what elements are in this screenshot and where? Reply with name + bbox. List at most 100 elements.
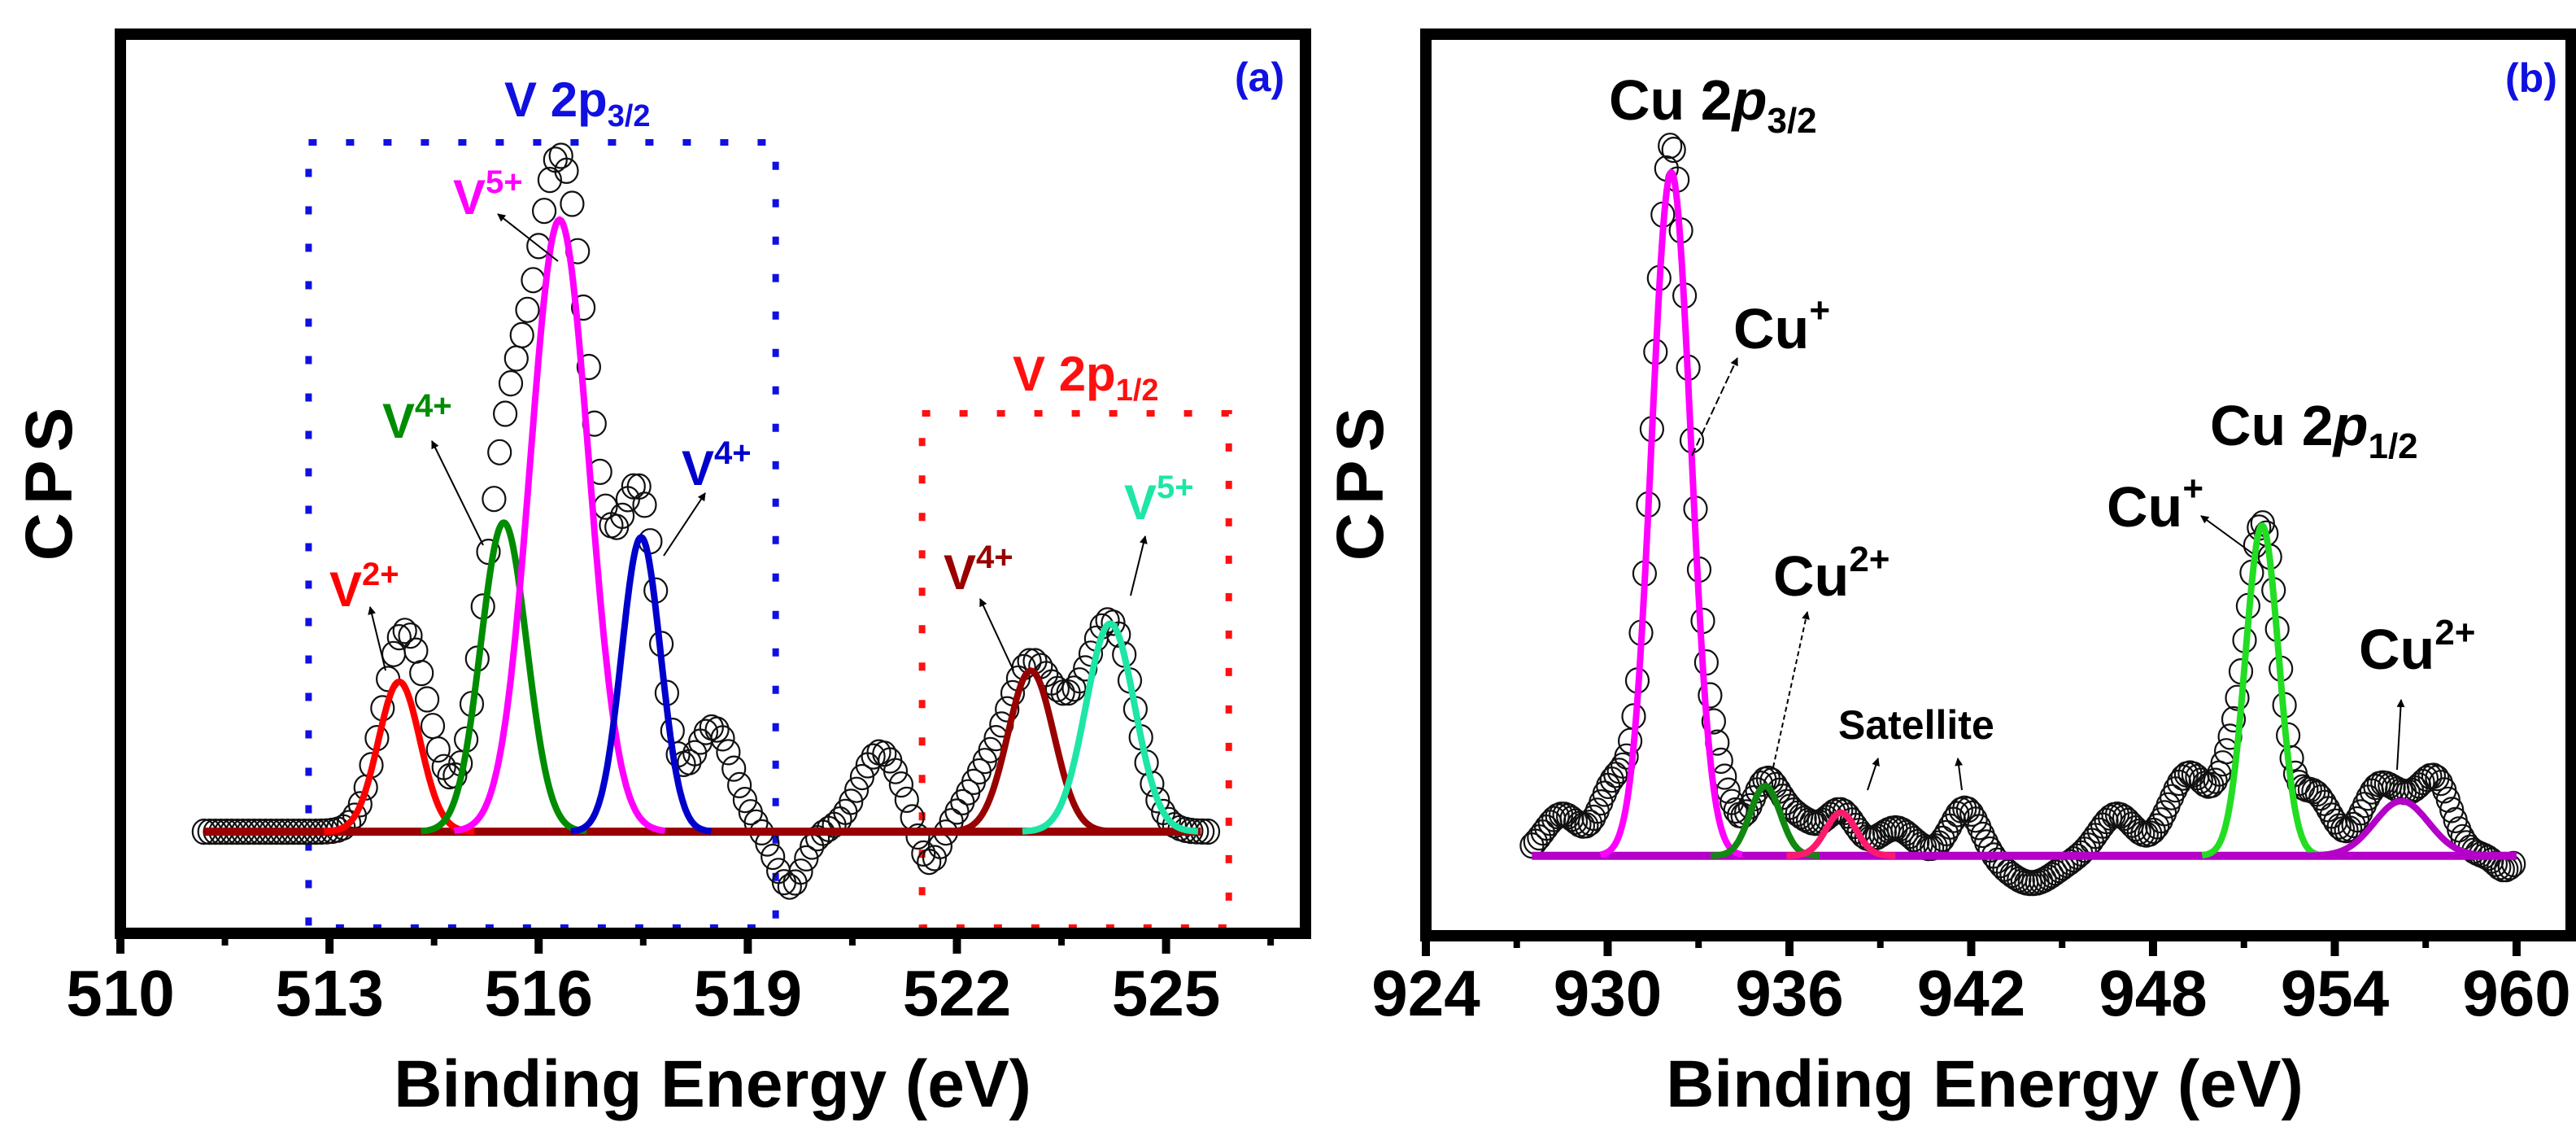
arrow-satellite-2 [1955,758,1964,791]
data-point [442,762,468,789]
arrow-cuplus-2p32 [1691,357,1738,456]
region-label-v2p32: V 2p3/2 [504,72,651,133]
data-point [710,725,735,752]
data-point [894,786,919,814]
data-point [883,758,909,784]
data-point [2221,705,2247,733]
data-point [721,755,747,782]
data-point [498,370,524,397]
data-point [1661,137,1686,164]
data-point [1581,804,1606,832]
data-point [503,345,529,372]
data-point [2203,767,2228,794]
data-point [487,439,512,465]
data-point [995,696,1020,723]
region-label-cu2p32: Cu 2p3/2 [1609,68,1817,141]
panel-b-ylabel: CPS [1323,400,1397,561]
data-point [2425,764,2450,792]
arrow-satellite-1 [1867,758,1880,791]
x-tick-label: 516 [484,957,592,1029]
data-point [2188,767,2213,794]
fit-component-cuplus-3 [2199,522,2325,859]
data-point [347,791,373,818]
data-point [626,473,652,500]
x-tick-label: 924 [1371,957,1480,1029]
label-v5plus-teal: V5+ [1124,470,1194,530]
data-point [761,843,786,871]
data-point [409,659,434,687]
data-point [576,353,602,381]
data-point [2225,684,2250,711]
region-box-v2p32 [305,139,779,931]
data-point [716,739,741,766]
x-tick-label: 513 [275,957,383,1029]
data-point [2148,807,2173,834]
x-tick-label: 948 [2099,957,2207,1029]
data-point [1970,821,1995,849]
data-point [861,743,886,770]
data-point [482,486,507,513]
data-point [560,190,585,217]
arrow-cu2plus-2p32 [1772,611,1810,768]
data-point [849,763,875,791]
data-point [1658,133,1683,159]
x-tick-label: 930 [1554,957,1662,1029]
data-point [425,736,451,763]
fit-component-cu2plus-4 [2301,797,2502,859]
data-point [794,845,819,872]
data-point [570,294,596,321]
data-point [554,157,579,184]
arrow-v4plus-blue [663,492,706,557]
data-point [1603,762,1628,788]
data-point [839,788,864,815]
arrow-cu2plus-2p12 [2396,699,2405,771]
data-point [492,400,518,427]
label-v5plus-magenta: V5+ [453,164,523,225]
panel-a-xlabel: Binding Energy (eV) [394,1047,1031,1121]
data-point [2428,770,2453,797]
arrow-v2plus [368,606,386,671]
label-cuplus-2p32: Cu+ [1733,290,1830,360]
label-cu2plus-2p12: Cu2+ [2359,613,2475,681]
data-point [726,771,752,799]
panel-a-label: (a) [1235,55,1284,100]
data-point [509,321,534,348]
data-point [2145,813,2170,840]
data-point [386,623,412,651]
data-point [677,749,702,775]
label-v2plus: V2+ [329,557,399,617]
panel-b-cu2p-spectrum: 924 930 936 942 948 954 960 Binding Energy (eV… [1323,28,2576,1121]
data-point [1701,708,1726,735]
data-point [1044,675,1070,702]
data-point [515,296,540,323]
data-point [2312,789,2337,816]
label-cuplus-2p12: Cu+ [2107,469,2203,539]
data-point [1106,621,1131,649]
data-point [2482,850,2508,877]
data-point [1748,771,1774,797]
data-point [888,771,914,798]
panel-a-frame [115,28,1311,939]
panel-b-label: (b) [2505,55,2557,101]
data-point [531,198,557,225]
region-label-cu2p12: Cu 2p1/2 [2210,394,2418,466]
label-v4plus-blue: V4+ [682,435,752,496]
label-satellite: Satellite [1838,702,1994,748]
label-v4plus-darkred: V4+ [944,539,1013,600]
data-point [632,491,657,518]
data-point [537,167,563,194]
arrow-v5plus [497,213,559,262]
x-tick-label: 954 [2281,957,2390,1029]
data-point [1945,801,1970,828]
fit-component-satellite-2 [1784,809,1898,859]
fit-component-v5plus-5 [1020,620,1201,835]
fit-component-v4plus-1 [419,519,589,835]
x-tick-label: 936 [1735,957,1843,1029]
data-point [381,640,407,667]
data-point [420,713,446,740]
data-point [1614,743,1639,770]
x-tick-label: 510 [66,957,174,1029]
data-point [398,622,423,649]
data-point [2192,771,2217,797]
arrow-v5plus-teal [1130,535,1148,596]
